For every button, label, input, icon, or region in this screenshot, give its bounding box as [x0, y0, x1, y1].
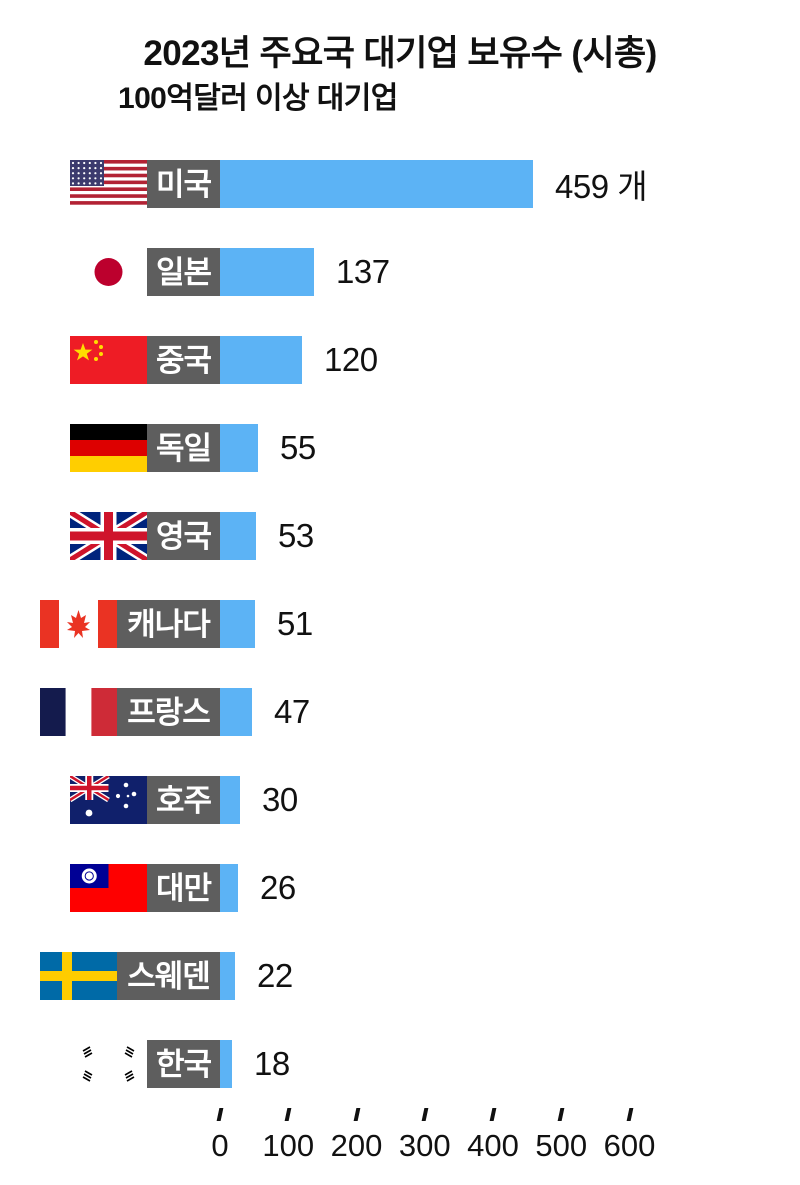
- axis-tick: [421, 1108, 429, 1121]
- kr-flag: [70, 1040, 147, 1088]
- chart-row: 미국 459 개: [0, 160, 800, 248]
- bar: [220, 248, 314, 296]
- bar: [220, 424, 258, 472]
- bar: [220, 864, 238, 912]
- chart-row: 일본 137: [0, 248, 800, 336]
- axis-tick-label: 400: [467, 1128, 519, 1163]
- country-label-group: 대만: [70, 864, 220, 912]
- axis-tick-label: 0: [211, 1128, 229, 1163]
- chart-row: 영국 53: [0, 512, 800, 600]
- gb-flag: [70, 512, 147, 560]
- bar: [220, 512, 256, 560]
- bar: [220, 1040, 232, 1088]
- country-label-group: 중국: [70, 336, 220, 384]
- bar: [220, 600, 255, 648]
- country-label-group: 캐나다: [40, 600, 220, 648]
- bar-value-label: 30: [262, 781, 298, 818]
- country-name: 영국: [147, 512, 220, 560]
- ca-flag: [40, 600, 117, 648]
- chart-row: 대만 26: [0, 864, 800, 952]
- fr-flag: [40, 688, 117, 736]
- bar: [220, 952, 235, 1000]
- country-name: 호주: [147, 776, 220, 824]
- country-label-group: 프랑스: [40, 688, 220, 736]
- bar: [220, 336, 302, 384]
- country-name: 중국: [147, 336, 220, 384]
- page-subtitle: 100억달러 이상 대기업: [118, 82, 398, 116]
- country-name: 스웨덴: [117, 952, 220, 1000]
- country-label-group: 한국: [70, 1040, 220, 1088]
- axis-tick-label: 600: [603, 1128, 656, 1163]
- axis-tick-label: 200: [330, 1128, 383, 1163]
- country-label-group: 스웨덴: [40, 952, 220, 1000]
- bar-value-label: 26: [260, 869, 296, 906]
- axis-tick: [557, 1108, 565, 1121]
- bar-value-label: 22: [257, 957, 293, 994]
- jp-flag: [70, 248, 147, 296]
- bar: [220, 688, 252, 736]
- bar-value-label: 137: [336, 253, 390, 290]
- bar-value-label: 51: [277, 605, 313, 642]
- se-flag: [40, 952, 117, 1000]
- chart-row: 프랑스 47: [0, 688, 800, 776]
- bar-value-label: 120: [324, 341, 378, 378]
- bar-value-label: 53: [278, 517, 314, 554]
- axis-tick: [489, 1108, 497, 1121]
- country-name: 프랑스: [117, 688, 220, 736]
- axis-tick: [626, 1108, 633, 1121]
- axis-tick-label: 500: [535, 1128, 588, 1163]
- country-name: 대만: [147, 864, 220, 912]
- country-label-group: 미국: [70, 160, 220, 208]
- tw-flag: [70, 864, 147, 912]
- axis-tick: [284, 1108, 292, 1121]
- country-name: 캐나다: [117, 600, 220, 648]
- axis-tick-label: 100: [262, 1128, 315, 1163]
- chart-header: 2023년 주요국 대기업 보유수 (시총) 100억달러 이상 대기업: [0, 34, 800, 117]
- chart-row: 중국 120: [0, 336, 800, 424]
- bar: [220, 160, 533, 208]
- country-label-group: 일본: [70, 248, 220, 296]
- de-flag: [70, 424, 147, 472]
- chart-row: 한국 18: [0, 1040, 800, 1128]
- country-label-group: 영국: [70, 512, 220, 560]
- country-name: 일본: [147, 248, 220, 296]
- bar: [220, 776, 240, 824]
- country-name: 독일: [147, 424, 220, 472]
- us-flag: [70, 160, 147, 208]
- country-name: 한국: [147, 1040, 220, 1088]
- bar-value-label: 18: [254, 1045, 290, 1082]
- au-flag: [70, 776, 147, 824]
- country-label-group: 호주: [70, 776, 220, 824]
- bar-value-label: 55: [280, 429, 316, 466]
- chart-row: 호주 30: [0, 776, 800, 864]
- country-label-group: 독일: [70, 424, 220, 472]
- axis-tick: [353, 1108, 360, 1121]
- page-title: 2023년 주요국 대기업 보유수 (시총): [143, 34, 657, 73]
- axis-tick: [216, 1108, 224, 1121]
- country-name: 미국: [147, 160, 220, 208]
- cn-flag: [70, 336, 147, 384]
- chart-row: 독일 55: [0, 424, 800, 512]
- chart-row: 캐나다 51: [0, 600, 800, 688]
- x-axis: 0 100 200 300 400 500 600: [0, 1108, 800, 1178]
- bar-value-label: 47: [274, 693, 310, 730]
- axis-tick-label: 300: [398, 1128, 451, 1163]
- bar-chart-plot: 미국 459 개 일본 137 중국 120 독일 55 영국 53 캐나다 51 프랑스 4…: [0, 160, 800, 1128]
- chart-row: 스웨덴 22: [0, 952, 800, 1040]
- bar-value-label: 459 개: [555, 168, 648, 205]
